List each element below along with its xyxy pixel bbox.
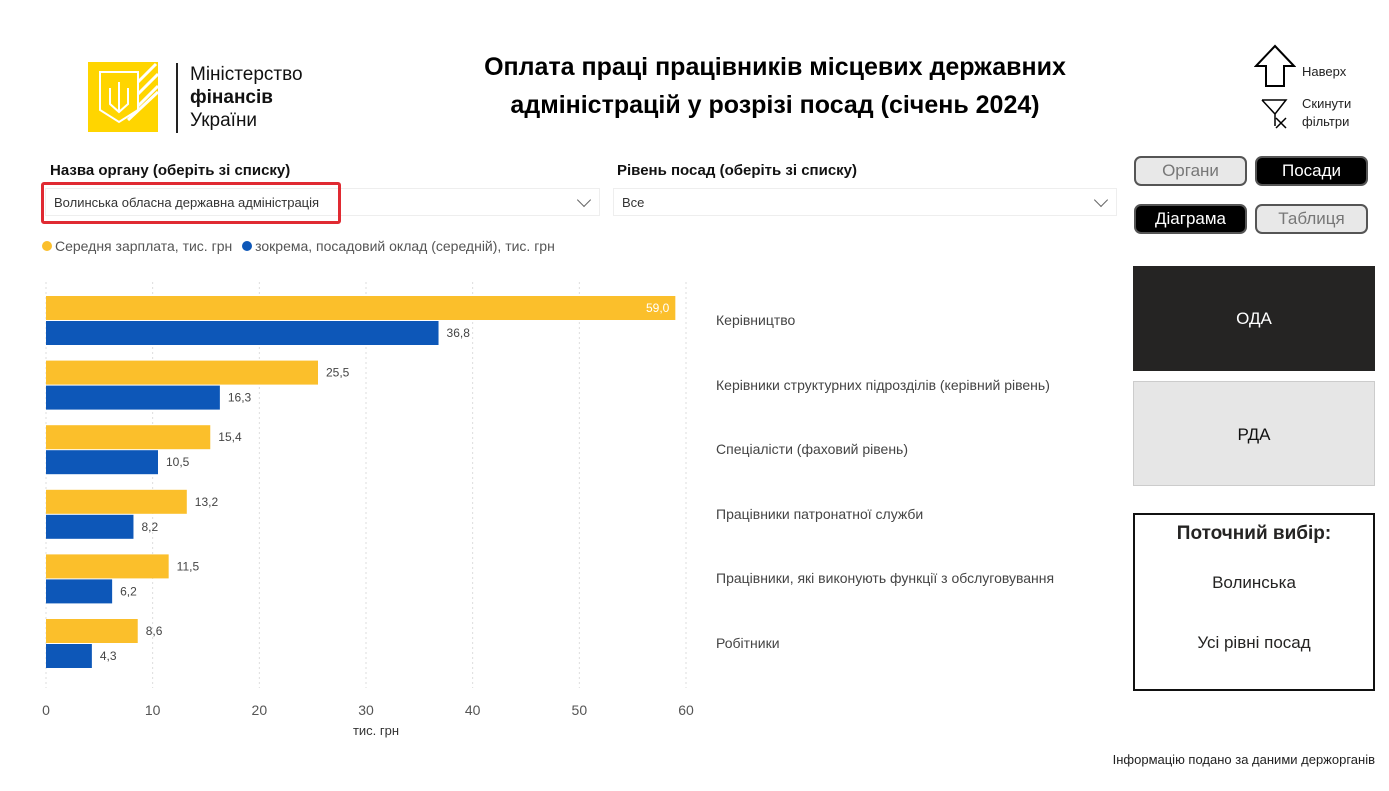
category-label: Спеціалісти (фаховий рівень): [716, 441, 909, 458]
selection-title: Поточний вибір:: [1176, 523, 1332, 544]
rda-tile[interactable]: РДА: [1133, 381, 1375, 486]
data-label: 16,3: [228, 391, 252, 405]
oda-tile[interactable]: ОДА: [1133, 266, 1375, 371]
tablytsia-toggle[interactable]: Таблиця: [1255, 204, 1368, 234]
data-label: 4,3: [100, 649, 117, 663]
x-tick-label: 0: [42, 702, 50, 718]
logo-divider: [176, 63, 178, 133]
posady-toggle[interactable]: Посади: [1255, 156, 1368, 186]
bar-salary: [46, 554, 169, 579]
x-tick-label: 30: [358, 702, 374, 718]
trident-emblem-icon: [99, 62, 160, 124]
level-filter-label: Рівень посад (оберіть зі списку): [617, 162, 857, 179]
go-top-button[interactable]: [1253, 44, 1297, 92]
bar-salary: [46, 360, 318, 385]
category-label: Працівники патронатної служби: [716, 505, 924, 522]
bar-salary: [46, 425, 211, 450]
category-label: Керівники структурних підрозділів (керів…: [716, 376, 1050, 393]
data-label: 13,2: [195, 495, 219, 509]
current-selection-card: Поточний вибір: Волинська Усі рівні поса…: [1133, 513, 1375, 691]
x-axis-title: тис. грн: [353, 723, 399, 738]
data-label: 6,2: [120, 584, 137, 598]
logo-text-3: України: [190, 110, 258, 131]
x-tick-label: 40: [465, 702, 481, 718]
legend-salary: Середня зарплата, тис. грн: [55, 238, 233, 254]
data-label: 11,5: [177, 559, 200, 573]
bar-base: [46, 644, 92, 668]
category-label: Робітники: [716, 635, 780, 651]
diagrama-toggle[interactable]: Діаграма: [1134, 204, 1247, 234]
data-label: 10,5: [166, 455, 190, 469]
bar-base: [46, 385, 220, 410]
filter-clear-icon: [1261, 99, 1288, 129]
organ-filter-label: Назва органу (оберіть зі списку): [50, 162, 291, 179]
category-label: Працівники, які виконують функції з обсл…: [716, 570, 1055, 587]
data-label: 8,2: [141, 520, 158, 534]
x-tick-label: 50: [572, 702, 588, 718]
logo-text-1: Міністерство: [190, 64, 303, 85]
selection-level: Усі рівні посад: [1197, 633, 1311, 652]
organ-dropdown-value: Волинська обласна державна адміністрація: [54, 195, 320, 210]
footer-note: Інформацію подано за даними держорганів: [1112, 752, 1375, 767]
bar-chart: 0 10 20 30 40 50 60 тис. грн 59,0 36,8 25,5 16,3 15,…: [42, 282, 694, 738]
bar-salary: [46, 296, 676, 320]
reset-label-2[interactable]: фільтри: [1302, 114, 1350, 129]
level-dropdown-value: Все: [622, 195, 645, 210]
legend-base: зокрема, посадовий оклад (середній), тис…: [255, 238, 555, 254]
x-tick-label: 60: [678, 702, 694, 718]
data-label: 25,5: [326, 366, 350, 380]
organ-dropdown[interactable]: Волинська обласна державна адміністрація: [45, 188, 600, 216]
bar-salary: [46, 619, 138, 643]
data-label: 8,6: [146, 624, 163, 638]
data-label: 59,0: [646, 301, 670, 315]
x-tick-label: 10: [145, 702, 161, 718]
highlight-box: [41, 182, 341, 224]
chart-legend: Середня зарплата, тис. грн зокрема, поса…: [42, 238, 555, 254]
logo-text-2: фінансів: [190, 87, 273, 108]
reset-filters-button[interactable]: [1260, 98, 1292, 134]
data-label: 36,8: [447, 326, 471, 340]
bar-base: [46, 450, 158, 475]
chevron-down-icon: [1093, 192, 1109, 208]
page-title: Оплата праці працівників місцевих держав…: [484, 53, 1066, 119]
go-top-label[interactable]: Наверх: [1302, 64, 1347, 79]
bar-base: [46, 321, 439, 345]
arrow-up-icon: [1253, 44, 1297, 87]
data-label: 15,4: [218, 430, 242, 444]
reset-label-1[interactable]: Скинути: [1302, 96, 1352, 111]
category-label: Керівництво: [716, 312, 796, 328]
legend-dot-salary: [42, 241, 52, 251]
legend-dot-base: [242, 241, 253, 251]
x-tick-label: 20: [252, 702, 268, 718]
chevron-down-icon: [576, 192, 592, 208]
selection-region: Волинська: [1212, 573, 1296, 592]
bar-base: [46, 579, 113, 604]
bar-base: [46, 514, 134, 539]
organy-toggle[interactable]: Органи: [1134, 156, 1247, 186]
level-dropdown[interactable]: Все: [613, 188, 1117, 216]
ministry-logo: [88, 62, 160, 132]
bar-salary: [46, 489, 187, 514]
